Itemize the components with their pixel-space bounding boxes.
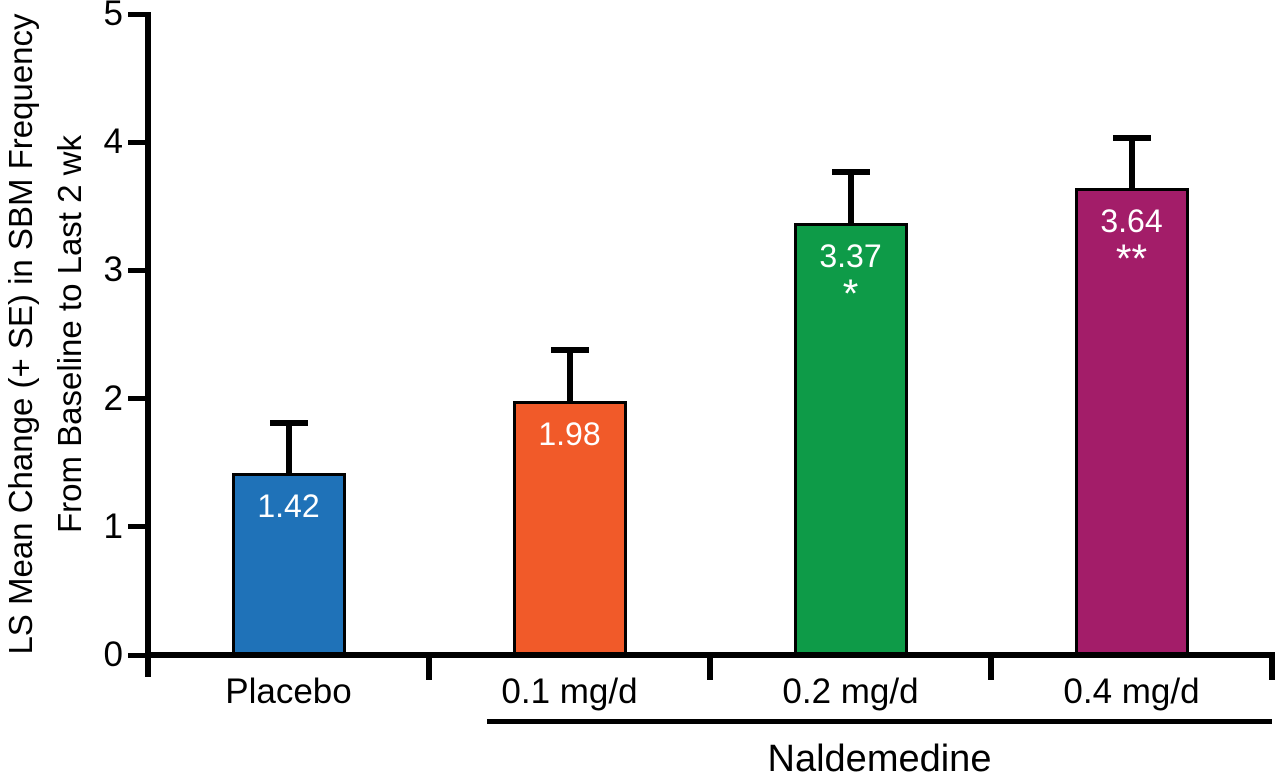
bar: 3.37 * — [793, 222, 908, 655]
plot-area: 0 1 2 3 4 5 1.42 Placebo 1.98 0.1 mg/d 3.37 * 0.2 mg… — [104, 0, 1275, 711]
significance-marker: * — [842, 271, 859, 316]
bar-value-label: 1.98 — [538, 416, 601, 453]
y-axis-tick-label: 0 — [103, 635, 123, 674]
bar-value-label: 3.64 — [1100, 203, 1163, 240]
error-bar-cap — [1112, 134, 1151, 141]
y-axis-title-line2: From Baseline to Last 2 wk — [51, 135, 88, 533]
significance-marker: ** — [1115, 237, 1148, 282]
category-label: 0.1 mg/d — [501, 672, 638, 711]
error-bar-stem — [285, 420, 292, 473]
category-label: 0.4 mg/d — [1063, 672, 1200, 711]
y-axis-tick — [128, 267, 148, 273]
bar: 3.64 ** — [1074, 188, 1189, 655]
y-axis-title-line1: LS Mean Change (+ SE) in SBM Frequency — [2, 13, 39, 655]
x-axis-tick — [1269, 652, 1275, 680]
y-axis-title: LS Mean Change (+ SE) in SBM Frequency F… — [0, 0, 94, 679]
error-bar-stem — [566, 347, 573, 402]
y-axis-tick-label: 2 — [103, 378, 123, 418]
y-axis-tick-label: 3 — [103, 250, 123, 290]
error-bar-cap — [269, 420, 308, 427]
error-bar-stem — [1128, 134, 1135, 189]
y-axis-tick-label: 4 — [103, 122, 123, 162]
error-bar-stem — [847, 169, 854, 223]
y-axis-tick — [128, 396, 148, 402]
group-label: Naldemedine — [767, 738, 992, 779]
y-axis-tick — [128, 11, 148, 17]
y-axis-tick — [128, 524, 148, 530]
x-axis-tick — [707, 652, 713, 680]
group-underline — [487, 719, 1272, 724]
error-bar-cap — [831, 169, 870, 176]
y-axis-tick-label: 1 — [103, 506, 123, 546]
category-label: 0.2 mg/d — [782, 672, 919, 711]
x-axis-tick — [988, 652, 994, 680]
y-axis-line — [145, 12, 151, 677]
bar-value-label: 3.37 — [819, 237, 882, 274]
y-axis-tick — [128, 652, 148, 658]
category-label: Placebo — [225, 672, 352, 711]
y-axis-tick — [128, 139, 148, 145]
error-bar-cap — [550, 347, 589, 354]
x-axis-tick — [426, 652, 432, 680]
y-axis-tick-label: 5 — [103, 0, 123, 33]
bar: 1.42 — [231, 472, 346, 655]
bar: 1.98 — [512, 401, 627, 655]
bar-value-label: 1.42 — [257, 487, 320, 524]
